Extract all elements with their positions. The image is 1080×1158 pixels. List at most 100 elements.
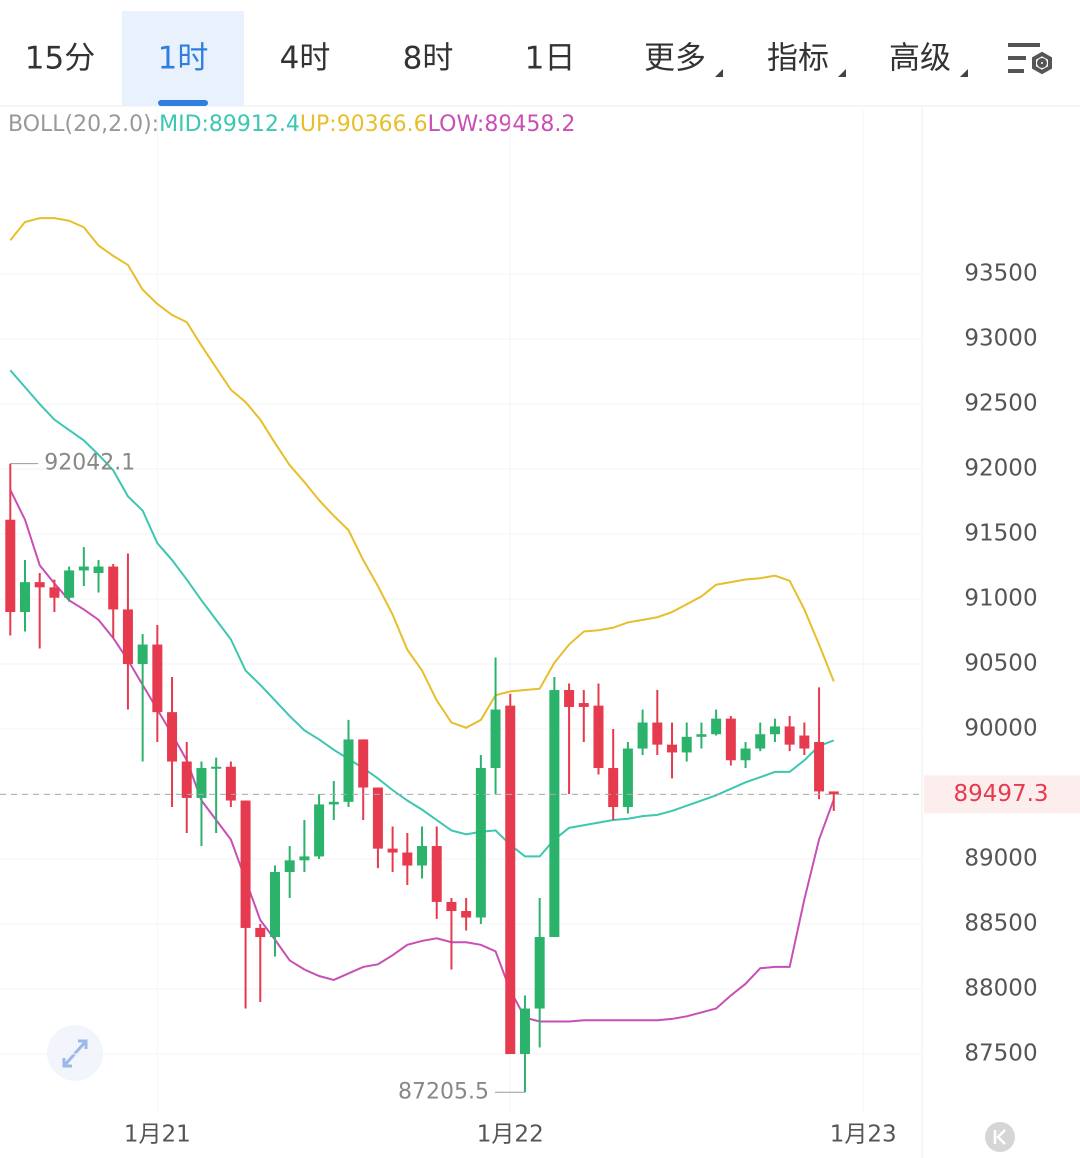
- candle-body: [828, 791, 839, 795]
- y-tick-label: 93500: [964, 261, 1037, 287]
- candle-body: [328, 801, 339, 805]
- tab[interactable]: 1时: [122, 11, 244, 106]
- y-tick-label: 87500: [964, 1041, 1037, 1067]
- tab-label: 更多: [644, 41, 706, 77]
- candle-body: [505, 705, 516, 1055]
- candle-body: [681, 736, 692, 753]
- tab[interactable]: 8时: [403, 41, 454, 77]
- tab-active-bg: [122, 11, 244, 106]
- candle-body: [593, 705, 604, 769]
- candle-body: [637, 722, 648, 749]
- scroll-button[interactable]: [985, 1122, 1015, 1152]
- candle-body: [152, 644, 163, 713]
- candle-body: [19, 582, 30, 613]
- expand-icon: [62, 1039, 88, 1068]
- max-label: 92042.1: [44, 451, 135, 476]
- candle-body: [64, 570, 75, 598]
- candle-body: [755, 734, 766, 749]
- candle-body: [622, 748, 633, 808]
- tab-underline: [158, 100, 208, 106]
- y-tick-label: 90000: [964, 716, 1037, 742]
- boll-line: [9, 489, 835, 1023]
- candle-body: [196, 768, 207, 798]
- candle-body: [122, 609, 133, 665]
- tab-label: 1日: [525, 41, 576, 77]
- candle-body: [667, 744, 678, 753]
- indicator-label: BOLL(20,2.0):: [8, 112, 159, 137]
- candle-body: [137, 644, 148, 665]
- candle-body: [240, 800, 251, 928]
- y-tick-label: 90500: [964, 651, 1037, 677]
- x-tick-label: 1月23: [830, 1122, 897, 1148]
- candle-body: [549, 690, 560, 938]
- candle-body: [314, 804, 325, 857]
- candle-body: [225, 766, 236, 801]
- candle-body: [519, 1008, 530, 1055]
- candle-body: [372, 787, 383, 849]
- last-price-bg: [924, 775, 1080, 814]
- candle-body: [358, 739, 369, 788]
- tab-label: 15分: [25, 41, 95, 77]
- y-tick-label: 88500: [964, 911, 1037, 937]
- candle-body: [181, 761, 192, 798]
- candle-body: [255, 927, 266, 938]
- boll-line: [9, 217, 835, 729]
- y-tick-label: 92000: [964, 456, 1037, 482]
- y-tick-label: 91500: [964, 521, 1037, 547]
- icon-dot: [1037, 58, 1047, 68]
- tab-label: 高级: [889, 41, 951, 77]
- tab[interactable]: 更多: [644, 41, 723, 78]
- dropdown-arrow: [960, 69, 968, 77]
- candle-body: [78, 566, 89, 571]
- candle-body: [696, 734, 707, 737]
- tab-label: 8时: [403, 41, 454, 77]
- candle-body: [5, 519, 16, 613]
- dropdown-arrow: [715, 69, 723, 77]
- boll-line: [9, 369, 835, 858]
- scroll-bg: [985, 1122, 1015, 1152]
- candle-body: [49, 587, 60, 598]
- candle-body: [417, 846, 428, 866]
- tab[interactable]: 指标: [767, 41, 846, 78]
- tab[interactable]: 4时: [280, 41, 331, 77]
- candle-body: [343, 739, 354, 802]
- candle-body: [167, 712, 178, 762]
- candle-body: [784, 726, 795, 745]
- candle-body: [461, 911, 472, 918]
- tab[interactable]: 1日: [525, 41, 576, 77]
- dropdown-arrow: [838, 69, 846, 77]
- legend-entry: LOW:89458.2: [428, 112, 576, 137]
- candle-body: [93, 566, 104, 574]
- y-tick-label: 93000: [964, 326, 1037, 352]
- candle-body: [578, 703, 589, 707]
- y-tick-label: 91000: [964, 586, 1037, 612]
- tab-label: 1时: [158, 41, 209, 77]
- y-tick-label: 88000: [964, 976, 1037, 1002]
- y-tick-label: 92500: [964, 391, 1037, 417]
- candle-body: [387, 848, 398, 853]
- candle-body: [711, 718, 722, 735]
- candle-body: [490, 709, 501, 769]
- candle-body: [446, 901, 457, 912]
- candle-body: [269, 872, 280, 938]
- indicator-legend: BOLL(20,2.0):MID:89912.4UP:90366.6LOW:89…: [8, 112, 575, 137]
- legend-entry: MID:89912.4: [159, 112, 300, 137]
- expand-button[interactable]: [47, 1025, 103, 1081]
- candle-body: [725, 718, 736, 761]
- settings-icon[interactable]: [1008, 43, 1052, 75]
- tab[interactable]: 高级: [889, 41, 968, 78]
- candle-body: [652, 722, 663, 745]
- tab-label: 4时: [280, 41, 331, 77]
- scroll-icon: [993, 1129, 1006, 1145]
- candle-body: [284, 860, 295, 873]
- last-price-label: 89497.3: [953, 781, 1048, 807]
- candle-body: [34, 582, 45, 588]
- candle-body: [299, 856, 310, 861]
- x-tick-label: 1月22: [477, 1122, 544, 1148]
- candle-body: [814, 742, 825, 792]
- tab[interactable]: 15分: [25, 41, 95, 77]
- candle-body: [769, 726, 780, 735]
- candle-body: [108, 566, 119, 610]
- icon-hex: [1032, 51, 1052, 75]
